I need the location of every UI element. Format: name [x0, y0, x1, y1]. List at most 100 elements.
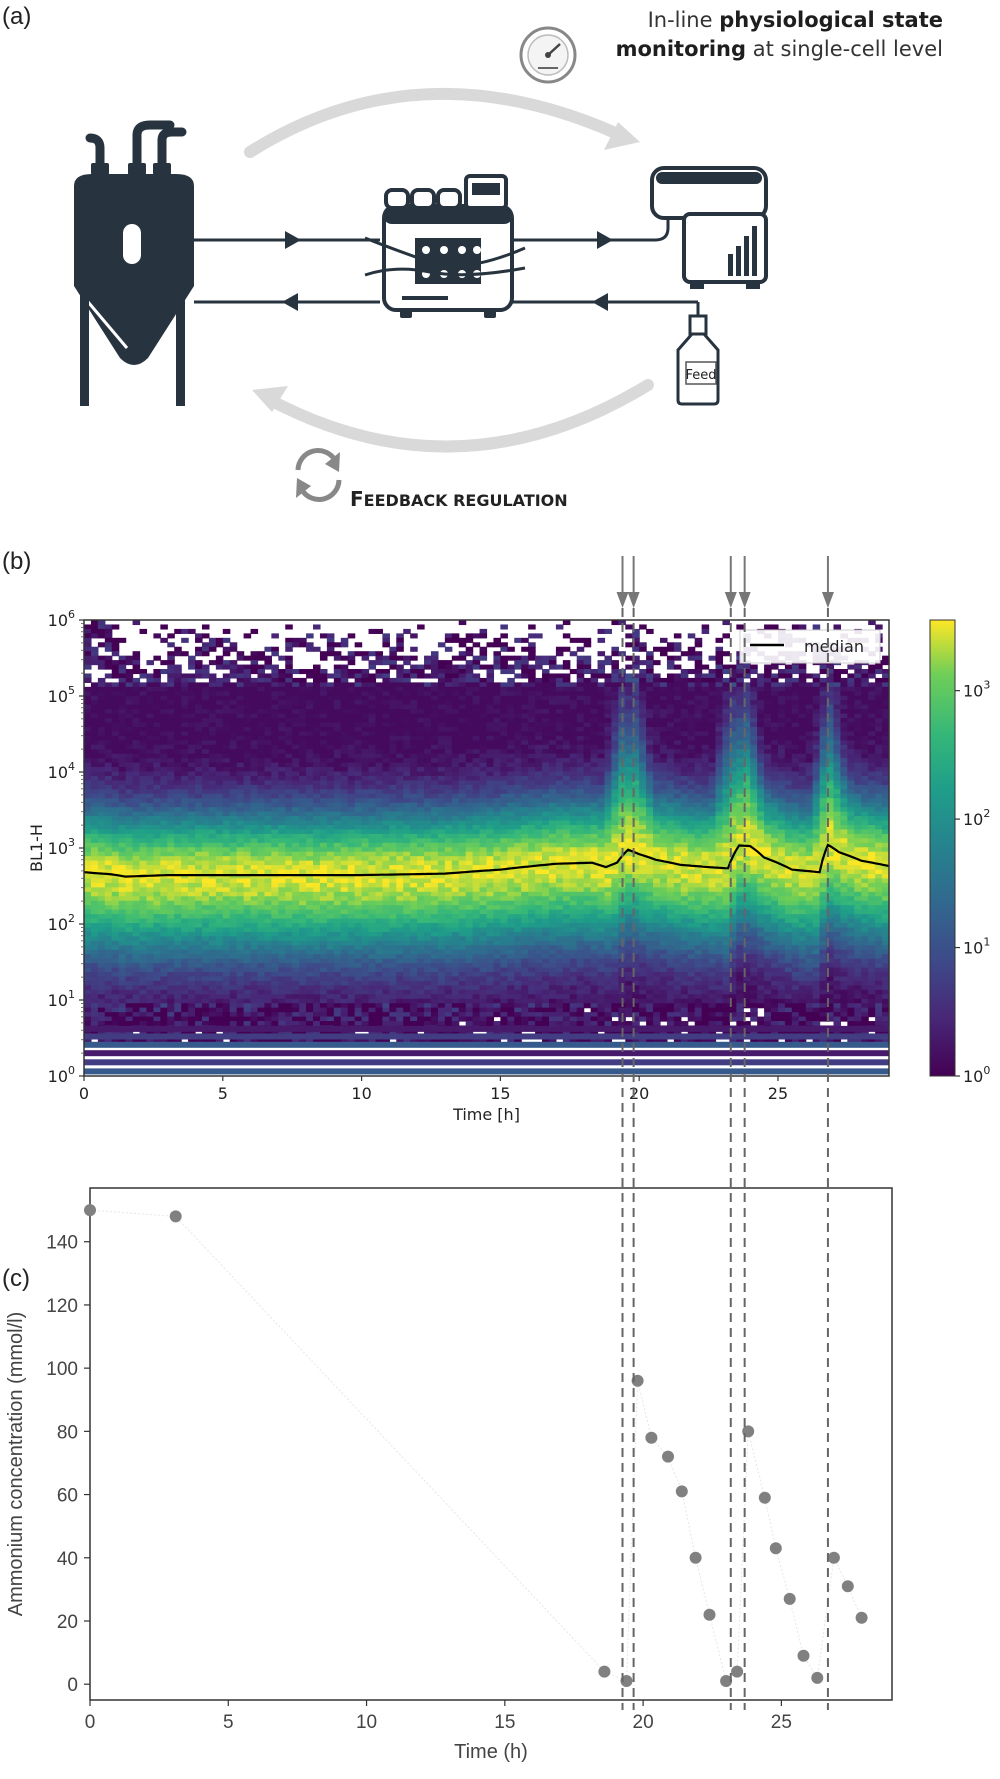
heatmap-cell — [222, 976, 231, 982]
heatmap-cell — [271, 896, 279, 902]
heatmap-cell — [472, 744, 481, 750]
heatmap-cell — [160, 985, 168, 991]
heatmap-cell — [403, 936, 411, 942]
heatmap-cell — [132, 1016, 141, 1022]
heatmap-cell — [167, 726, 175, 732]
heatmap-cell — [313, 869, 321, 875]
heatmap-cell — [403, 949, 411, 955]
heatmap-cell — [97, 620, 106, 626]
heatmap-cell — [229, 945, 238, 951]
heatmap-cell — [430, 735, 439, 741]
heatmap-cell — [444, 865, 453, 871]
heatmap-cell — [437, 976, 446, 982]
heatmap-cell — [167, 923, 175, 929]
heatmap-cell — [389, 940, 397, 946]
heatmap-cell — [250, 718, 259, 724]
heatmap-cell — [97, 744, 106, 750]
heatmap-cell — [208, 824, 217, 831]
heatmap-cell — [437, 972, 446, 978]
heatmap-cell — [382, 722, 390, 728]
heatmap-cell — [236, 842, 245, 848]
heatmap-cell — [125, 767, 134, 773]
heatmap-cell — [167, 677, 175, 683]
heatmap-cell — [299, 700, 307, 706]
heatmap-cell — [285, 802, 293, 808]
heatmap-cell — [111, 887, 120, 893]
heatmap-cell — [153, 869, 161, 875]
heatmap-cell — [90, 620, 99, 626]
heatmap-cell — [375, 954, 384, 960]
heatmap-cell — [257, 749, 266, 755]
heatmap-cell — [333, 704, 342, 710]
heatmap-cell — [278, 682, 286, 688]
heatmap-cell — [285, 856, 293, 862]
heatmap-cell — [111, 931, 120, 937]
heatmap-cell — [465, 651, 474, 657]
heatmap-cell — [257, 927, 266, 933]
heatmap-cell — [250, 980, 259, 986]
heatmap-cell — [292, 994, 300, 1000]
heatmap-cell — [243, 775, 252, 782]
heatmap-cell — [382, 655, 390, 661]
heatmap-cell — [403, 695, 411, 701]
heatmap-cell — [229, 869, 238, 875]
heatmap-cell — [430, 686, 439, 692]
heatmap-cell — [354, 873, 363, 880]
heatmap-cell — [368, 833, 377, 839]
heatmap-cell — [257, 900, 266, 906]
heatmap-cell — [243, 695, 252, 701]
heatmap-cell — [430, 816, 439, 822]
flow-arrowhead-left-1 — [282, 293, 298, 311]
heatmap-cell — [208, 985, 217, 991]
heatmap-cell — [319, 669, 328, 675]
heatmap-cell — [444, 749, 453, 755]
heatmap-cell — [458, 620, 467, 626]
heatmap-cell — [104, 744, 113, 750]
heatmap-cell — [84, 784, 92, 790]
heatmap-cell — [174, 669, 182, 675]
heatmap-cell — [201, 1007, 210, 1013]
heatmap-cell — [118, 673, 127, 679]
heatmap-cell — [201, 980, 210, 986]
heatmap-cell — [417, 624, 425, 630]
heatmap-cell — [396, 998, 404, 1004]
monitoring-text-line1: In-line physiological state — [648, 8, 943, 32]
heatmap-cell — [292, 691, 300, 697]
heatmap-cell — [285, 686, 293, 692]
heatmap-cell — [299, 1021, 307, 1027]
heatmap-cell — [313, 624, 321, 630]
heatmap-cell — [326, 651, 335, 657]
heatmap-cell — [118, 878, 127, 884]
heatmap-cell — [271, 905, 279, 911]
heatmap-cell — [132, 824, 141, 831]
heatmap-cell — [271, 878, 279, 884]
heatmap-cell — [396, 873, 404, 880]
heatmap-cell — [201, 931, 210, 937]
heatmap-cell — [396, 798, 404, 804]
heatmap-cell — [97, 784, 106, 790]
heatmap-cell — [299, 976, 307, 982]
heatmap-cell — [278, 1038, 286, 1044]
heatmap-cell — [368, 673, 377, 679]
heatmap-cell — [111, 972, 120, 978]
heatmap-cell — [403, 927, 411, 933]
heatmap-cell — [201, 905, 210, 911]
heatmap-cell — [139, 856, 148, 862]
heatmap-cell — [285, 958, 293, 964]
heatmap-cell — [125, 753, 134, 759]
heatmap-cell — [437, 673, 446, 679]
heatmap-cell — [195, 958, 203, 964]
heatmap-cell — [472, 642, 481, 648]
heatmap-cell — [236, 958, 245, 964]
heatmap-cell — [292, 963, 300, 969]
heatmap-cell — [257, 851, 266, 857]
heatmap-cell — [444, 829, 453, 835]
heatmap-cell — [389, 980, 397, 986]
heatmap-cell — [451, 735, 460, 741]
heatmap-cell — [139, 905, 148, 911]
heatmap-cell — [375, 940, 384, 946]
heatmap-cell — [90, 909, 99, 915]
heatmap-cell — [111, 807, 120, 813]
heatmap-cell — [188, 905, 196, 911]
heatmap-cell — [472, 927, 481, 933]
